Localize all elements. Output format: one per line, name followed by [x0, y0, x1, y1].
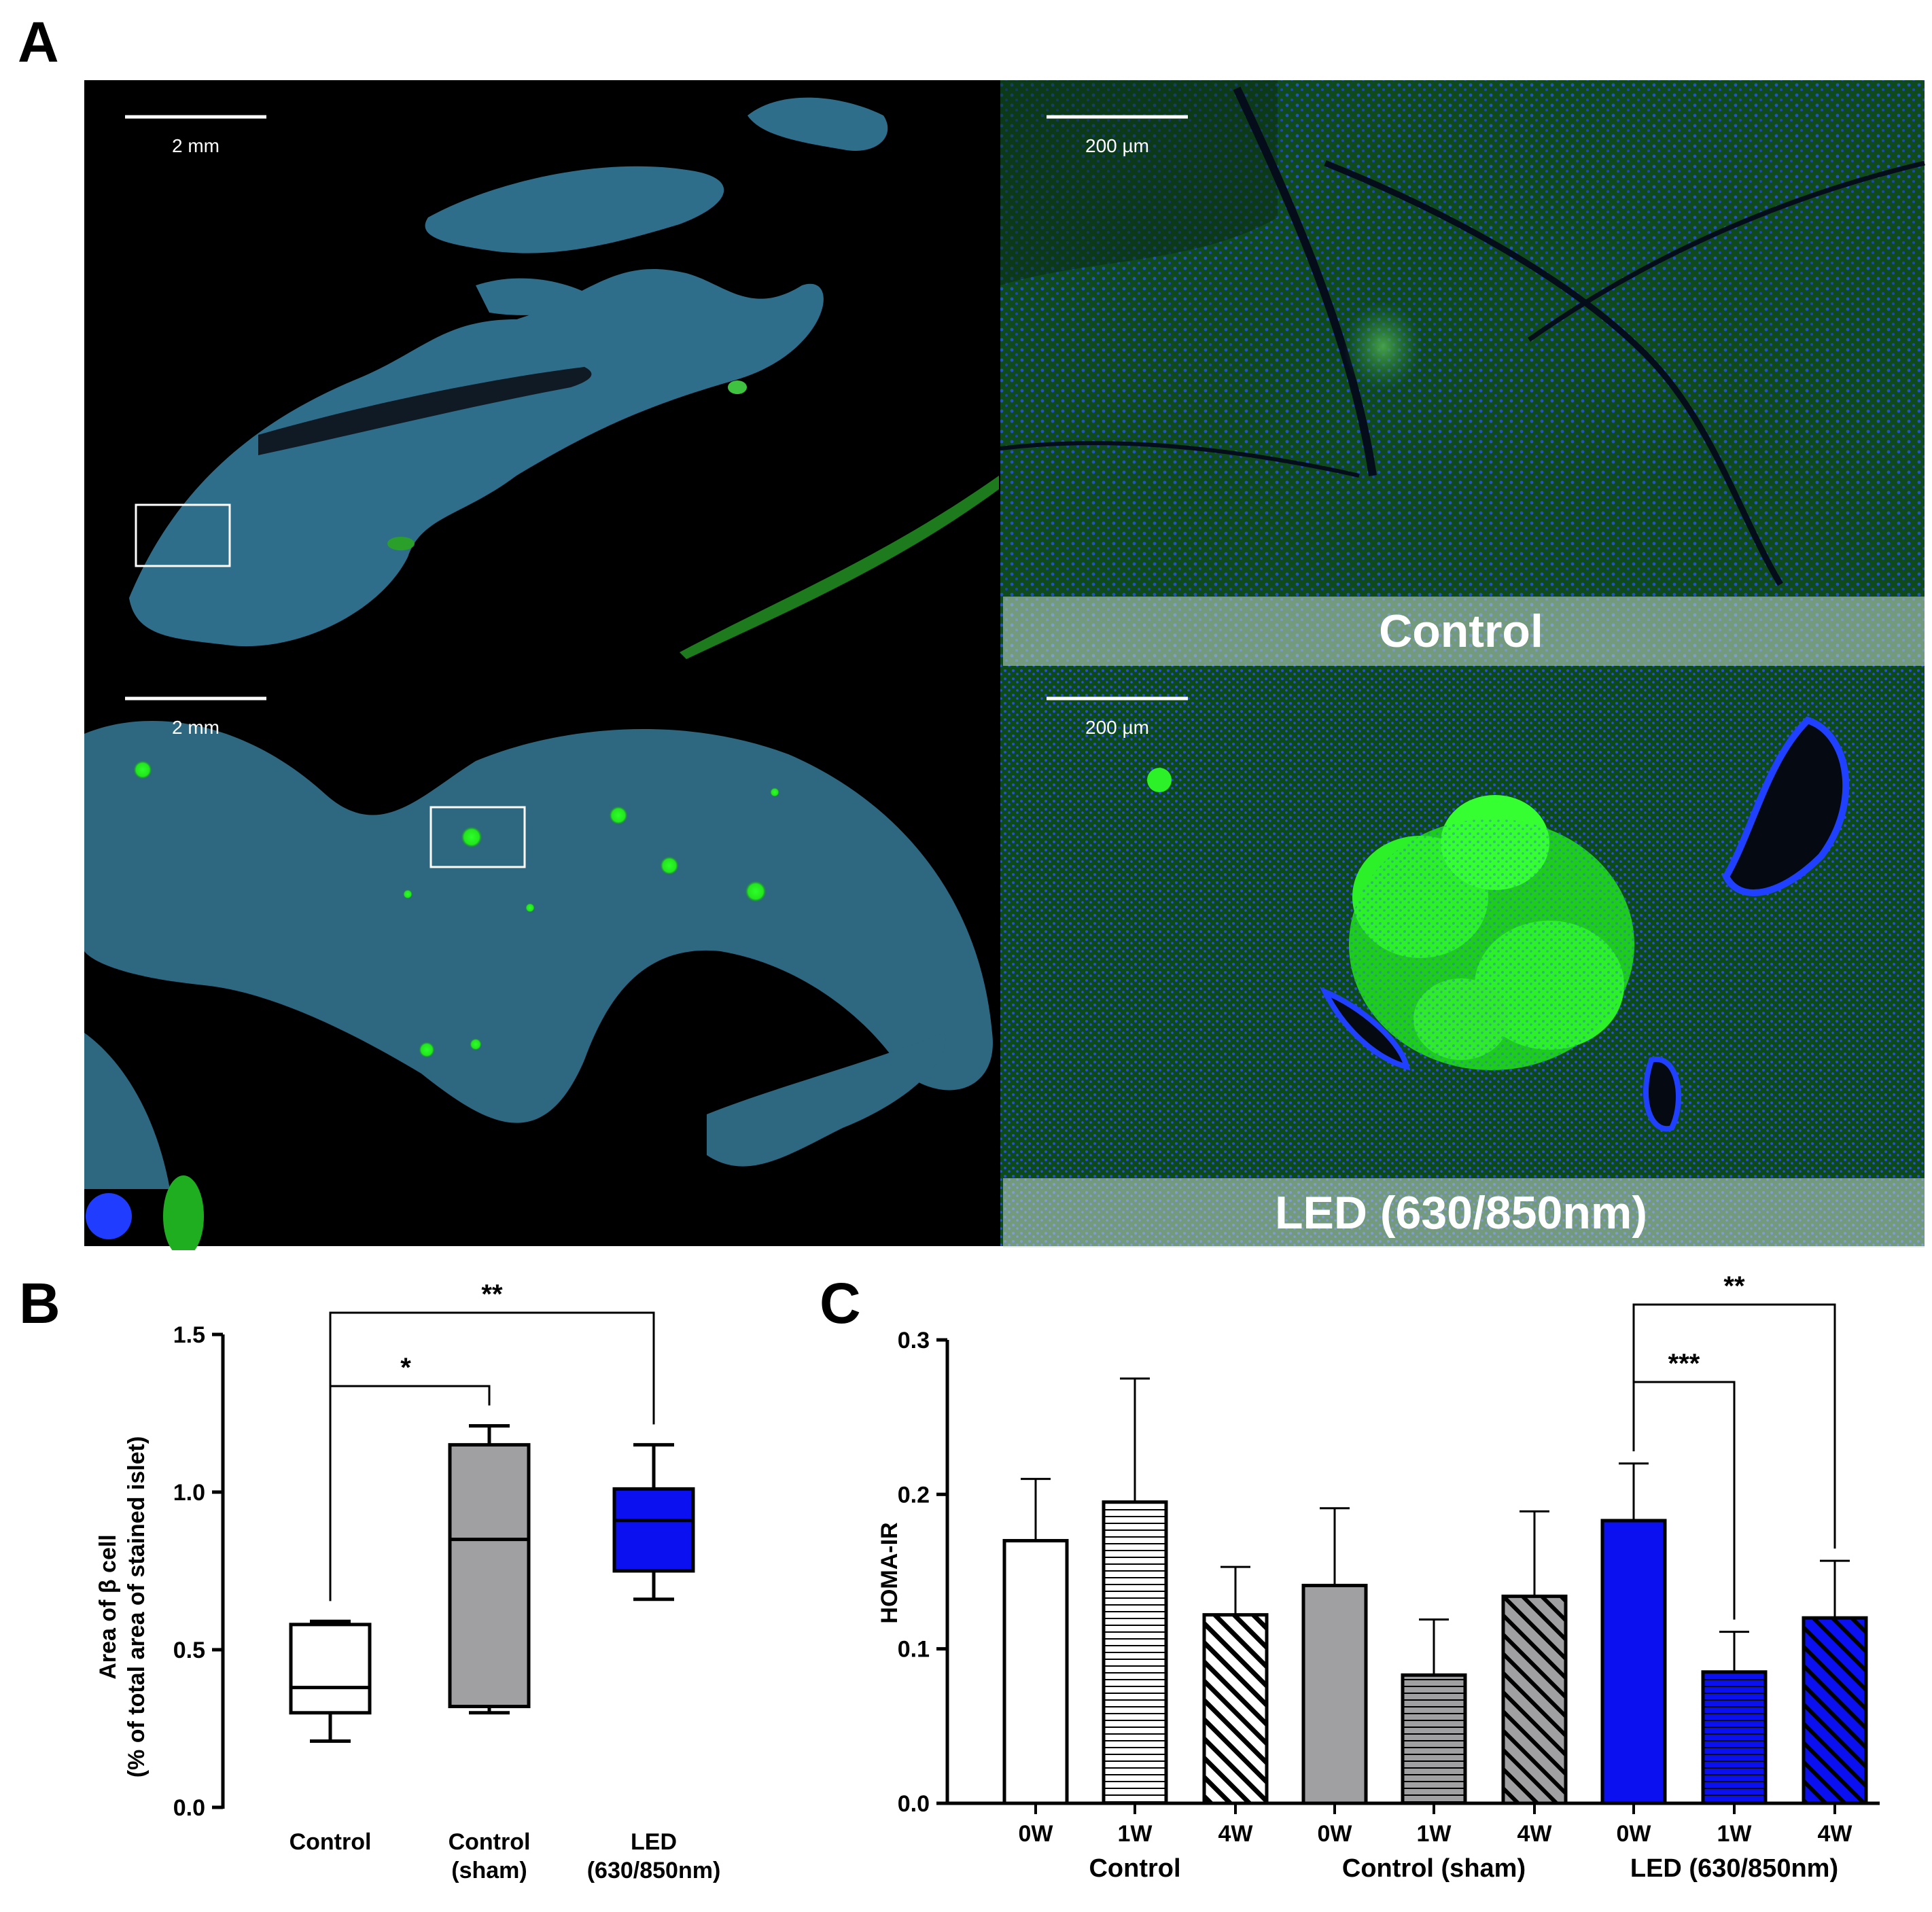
bar-4: 1W	[1401, 1618, 1467, 1847]
group-label: LED (630/850nm)	[1630, 1854, 1838, 1883]
y-tick-label: 0.2	[898, 1482, 930, 1508]
bar-3: 0W	[1301, 1507, 1368, 1847]
barchart-bars: 0W 1W 4W Control 0W 1W 4W Control (sham) 0W 1W 4W L…	[1002, 1377, 1868, 1883]
scale-bar-bottom-right: 200 µm	[1047, 696, 1188, 738]
significance-bracket: **	[329, 1279, 655, 1601]
x-tick-label: 0W	[1617, 1821, 1652, 1847]
inset-box	[135, 503, 231, 567]
y-tick-label: 0.3	[898, 1328, 930, 1353]
significance-label: *	[400, 1353, 411, 1383]
bar-6: 0W	[1600, 1462, 1667, 1847]
box-iqr	[448, 1442, 531, 1709]
scale-bar-label: 200 µm	[1085, 135, 1149, 156]
scale-bar-label: 2 mm	[172, 135, 219, 156]
bracket-line	[329, 1311, 655, 1601]
boxplot-boxes: Control Control (sham) LED (630/850nm)	[289, 1424, 721, 1883]
bar-2: 4W	[1202, 1565, 1269, 1847]
x-tick-label: (sham)	[451, 1858, 527, 1883]
bar-rect	[1202, 1613, 1269, 1805]
significance-label: ***	[1668, 1349, 1700, 1379]
bar-rect	[1401, 1673, 1467, 1805]
scale-bar-label: 200 µm	[1085, 717, 1149, 738]
label-band-led	[1003, 1178, 1925, 1247]
panel-c-letter: C	[820, 1271, 861, 1335]
x-tick-label: Control	[449, 1829, 531, 1855]
inset-box	[429, 806, 526, 868]
x-tick-label: 0W	[1019, 1821, 1054, 1847]
box-1: Control (sham)	[448, 1424, 531, 1883]
bar-rect	[1301, 1583, 1368, 1805]
group-label: Control	[1089, 1854, 1180, 1883]
y-tick-label: 1.0	[173, 1480, 205, 1506]
significance-label: **	[481, 1279, 503, 1309]
scale-bar-top-right: 200 µm	[1047, 115, 1188, 156]
image-led-overview	[84, 665, 1000, 1250]
label-band-control	[1003, 597, 1925, 666]
y-tick-label: 1.5	[173, 1322, 205, 1348]
boxplot-significance: ***	[329, 1279, 655, 1601]
x-tick-label: 1W	[1118, 1821, 1153, 1847]
significance-bracket: ***	[1632, 1349, 1736, 1620]
x-tick-label: Control	[289, 1829, 372, 1855]
image-control-overview	[84, 80, 1000, 665]
significance-bracket: **	[1632, 1271, 1836, 1549]
bar-0: 0W	[1002, 1478, 1069, 1847]
y-tick-label: 0.0	[898, 1791, 930, 1817]
panel-a-letter: A	[18, 10, 59, 74]
bar-5: 4W	[1501, 1510, 1568, 1847]
bar-rect	[1802, 1616, 1868, 1805]
y-tick-label: 0.5	[173, 1637, 205, 1663]
y-axis-label: HOMA-IR	[877, 1522, 902, 1623]
x-tick-label: 1W	[1417, 1821, 1452, 1847]
box-2: LED (630/850nm)	[587, 1442, 721, 1883]
label-control: Control	[1379, 605, 1543, 657]
boxplot-axis: 0.0 0.5 1.0 1.5	[173, 1322, 225, 1821]
bracket-line	[1632, 1381, 1736, 1620]
x-tick-label: 4W	[1517, 1821, 1553, 1847]
bracket-line	[1632, 1303, 1836, 1549]
box-iqr	[612, 1487, 695, 1573]
box-iqr	[289, 1623, 372, 1715]
scale-bar-top-left: 2 mm	[125, 115, 266, 156]
group-label: Control (sham)	[1342, 1854, 1526, 1883]
y-axis-label-line-1: Area of β cell	[95, 1534, 121, 1680]
y-tick-label: 0.0	[173, 1795, 205, 1821]
bar-rect	[1002, 1539, 1069, 1805]
x-tick-label: 4W	[1818, 1821, 1853, 1847]
x-tick-label: 0W	[1318, 1821, 1353, 1847]
bar-rect	[1501, 1594, 1568, 1805]
bar-8: 4W	[1802, 1559, 1868, 1847]
bar-rect	[1701, 1670, 1768, 1805]
bracket-line	[329, 1385, 491, 1601]
barchart-axis: 0.0 0.1 0.2 0.3	[898, 1328, 1880, 1817]
scale-bar-label: 2 mm	[172, 717, 219, 738]
significance-label: **	[1723, 1271, 1745, 1301]
bar-rect	[1102, 1500, 1168, 1805]
x-tick-label: LED	[631, 1829, 677, 1855]
bar-rect	[1600, 1519, 1667, 1805]
label-led: LED (630/850nm)	[1275, 1187, 1647, 1239]
panel-b-letter: B	[19, 1271, 60, 1335]
image-led-zoom	[1000, 665, 1925, 1246]
x-tick-label: (630/850nm)	[587, 1858, 721, 1883]
y-tick-label: 0.1	[898, 1637, 930, 1663]
y-axis-label-line-2: (% of total area of stained islet)	[124, 1436, 150, 1778]
box-0: Control	[289, 1619, 372, 1855]
image-control-zoom	[1000, 80, 1925, 665]
microscopy-montage: 2 mm 200 µm 2 mm 200 µm Control LED (630…	[84, 80, 1925, 1250]
bar-7: 1W	[1701, 1631, 1768, 1847]
bar-1: 1W	[1102, 1377, 1168, 1847]
x-tick-label: 1W	[1717, 1821, 1753, 1847]
scale-bar-bottom-left: 2 mm	[125, 696, 266, 738]
significance-bracket: *	[329, 1353, 491, 1601]
barchart-significance: *****	[1632, 1271, 1836, 1620]
x-tick-label: 4W	[1218, 1821, 1254, 1847]
